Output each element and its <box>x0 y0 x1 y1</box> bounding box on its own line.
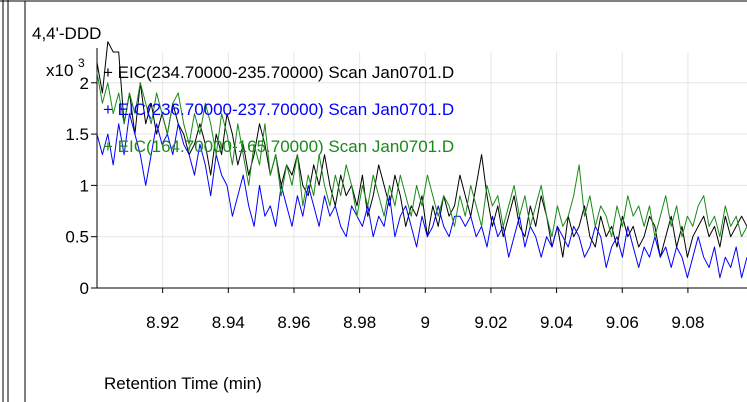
grid-lines <box>97 52 747 289</box>
y-multiplier-exponent: 3 <box>78 56 85 70</box>
y-tick-label: 0 <box>80 279 89 298</box>
x-tick-label: 9.04 <box>540 313 573 332</box>
chart-title: 4,4'-DDD <box>32 24 102 43</box>
tick-labels: 8.92 8.94 8.96 8.98 9 9.02 9.04 9.06 9.08 0 0.5 1 1.… <box>65 74 704 332</box>
series-line-3 <box>96 72 747 238</box>
y-tick-label: 1.5 <box>65 125 89 144</box>
series-lines <box>96 41 747 279</box>
x-tick-label: 9.02 <box>474 313 507 332</box>
x-tick-label: 9.08 <box>671 313 704 332</box>
y-tick-label: 1 <box>80 176 89 195</box>
x-tick-label: 9 <box>421 313 430 332</box>
y-tick-label: 2 <box>80 74 89 93</box>
x-tick-label: 8.94 <box>212 313 245 332</box>
legend-entry-1: + EIC(234.70000-235.70000) Scan Jan0701.… <box>103 63 454 82</box>
legend: + EIC(234.70000-235.70000) Scan Jan0701.… <box>103 63 454 156</box>
y-tick-label: 0.5 <box>65 228 89 247</box>
legend-entry-3: + EIC(164.70000-165.70000) Scan Jan0701.… <box>103 137 454 156</box>
x-tick-label: 9.06 <box>606 313 639 332</box>
x-tick-label: 8.98 <box>343 313 376 332</box>
x-tick-label: 8.96 <box>277 313 310 332</box>
series-line-2 <box>96 113 747 279</box>
x-tick-label: 8.92 <box>146 313 179 332</box>
axes <box>91 48 747 293</box>
series-line-1 <box>96 41 747 258</box>
x-axis-label: Retention Time (min) <box>104 374 262 393</box>
legend-entry-2: + EIC(236.70000-237.70000) Scan Jan0701.… <box>103 100 454 119</box>
y-multiplier-label: x10 <box>46 61 73 80</box>
